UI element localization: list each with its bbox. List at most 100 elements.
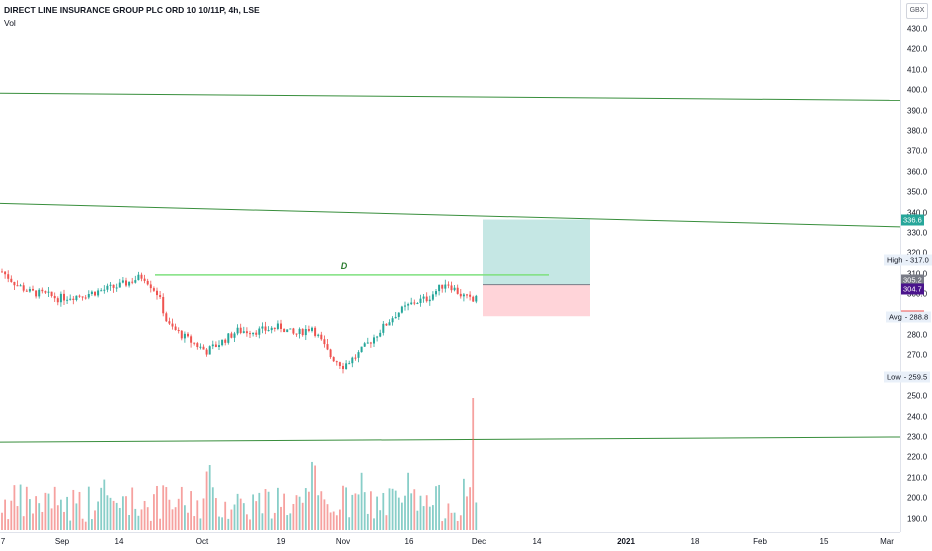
volume-bar (357, 494, 360, 530)
candle-body (298, 328, 301, 335)
candle-body (289, 328, 292, 330)
volume-bar (25, 486, 28, 530)
volume-bar (401, 502, 403, 530)
trendline-middle[interactable] (0, 202, 900, 228)
volume-legend[interactable]: Vol (4, 18, 16, 28)
volume-bar (91, 519, 93, 530)
symbol-title[interactable]: DIRECT LINE INSURANCE GROUP PLC ORD 10 1… (4, 5, 260, 15)
volume-bar (69, 520, 72, 530)
candle-body (44, 291, 47, 293)
candle-body (317, 334, 320, 336)
candle-body (16, 285, 19, 287)
candle-body (326, 344, 329, 350)
volume-bar (342, 485, 344, 530)
volume-bar (366, 513, 369, 530)
candle-body (190, 336, 193, 343)
candle-body (230, 333, 233, 338)
volume-bar (35, 496, 37, 530)
time-tick: Feb (753, 537, 767, 546)
candle-body (72, 298, 75, 300)
time-axis[interactable] (0, 532, 900, 551)
candle-body (453, 287, 456, 291)
volume-bar (224, 501, 227, 530)
volume-bar (149, 520, 152, 530)
candle-body (115, 287, 118, 289)
candle-body (149, 284, 152, 289)
volume-bar (444, 518, 447, 530)
currency-badge[interactable]: GBX (906, 3, 928, 19)
candle-body (143, 278, 146, 281)
candle-body (323, 339, 326, 345)
volume-bar (94, 510, 96, 530)
price-tick: 400.0 (907, 85, 928, 95)
volume-bar (199, 518, 202, 530)
volume-bar (438, 484, 440, 530)
chart-pane[interactable]: D DIRECT LINE INSURANCE GROUP PLC ORD 10… (0, 0, 900, 532)
volume-bar (255, 501, 258, 530)
candle-body (311, 327, 313, 331)
candle-body (249, 333, 251, 335)
price-tick: 320.0 (907, 249, 927, 258)
candle-body (4, 271, 7, 275)
candle-body (348, 363, 351, 365)
volume-bar (106, 495, 109, 530)
candle-body (19, 285, 22, 287)
price-tick: 200.0 (907, 493, 928, 503)
volume-bar (301, 502, 304, 530)
volume-bar (298, 496, 301, 530)
candle-body (335, 361, 338, 363)
price-tick: 300.0 (907, 289, 928, 299)
candle-body (177, 330, 180, 332)
time-tick: 14 (532, 537, 542, 546)
chart-canvas[interactable]: D (0, 0, 900, 532)
candle-body (233, 333, 236, 338)
volume-bar (463, 478, 465, 530)
candle-body (97, 290, 100, 296)
candle-body (394, 316, 397, 319)
candle-body (121, 280, 124, 283)
candle-body (264, 326, 267, 331)
candle-body (444, 284, 447, 289)
volume-bar (13, 485, 16, 530)
candle-body (450, 285, 453, 291)
candle-body (400, 306, 403, 313)
volume-bar (125, 496, 127, 530)
candle-body (304, 329, 307, 336)
volume-bar (75, 503, 78, 530)
volume-bar (66, 496, 68, 530)
candle-body (56, 298, 59, 303)
trendline-upper[interactable] (0, 92, 900, 101)
price-axis[interactable]: 430.0 420.0 410.0 400.0 390.0 380.0 370.0 360.0… (900, 0, 932, 532)
candle-body (180, 330, 183, 339)
volume-bar (261, 513, 264, 530)
volume-bar (115, 502, 118, 530)
candle-body (441, 284, 444, 289)
volume-bar (221, 517, 223, 530)
volume-bar (4, 499, 6, 530)
volume-bar (202, 498, 205, 530)
volume-bar (410, 493, 413, 530)
time-tick: Oct (195, 537, 209, 546)
volume-bar (382, 492, 385, 530)
candle-body (152, 288, 155, 291)
volume-bar (453, 512, 456, 530)
price-tick: 360.0 (907, 167, 928, 177)
volume-bar (239, 498, 242, 530)
candle-body (35, 290, 38, 297)
candle-body (205, 349, 208, 355)
volume-bar (205, 471, 208, 530)
trendline-lower[interactable] (0, 436, 900, 443)
candle-body (112, 284, 115, 288)
low-price-marker: Low - 259.5 (884, 371, 931, 383)
volume-bar (459, 515, 462, 530)
candle-body (267, 330, 270, 332)
candle-body (69, 298, 72, 300)
volume-bar (280, 506, 282, 530)
volume-bar (10, 500, 13, 530)
volume-bar (131, 487, 134, 530)
volume-bar (7, 519, 10, 530)
candle-body (38, 289, 41, 297)
candle-body (156, 290, 158, 296)
time-tick: 2021 (617, 537, 635, 546)
volume-bar (335, 515, 338, 530)
